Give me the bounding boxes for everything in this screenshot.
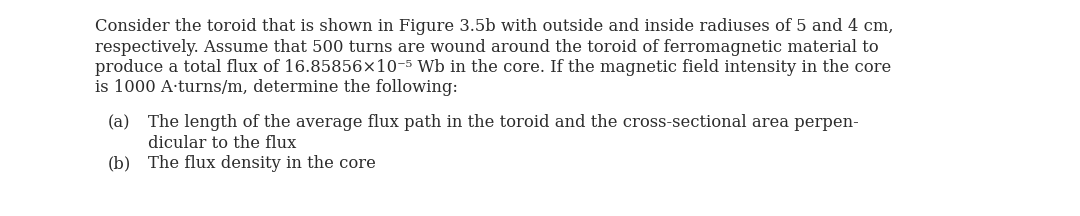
Text: respectively. Assume that 500 turns are wound around the toroid of ferromagnetic: respectively. Assume that 500 turns are … [95,38,879,56]
Text: (a): (a) [108,114,131,131]
Text: The flux density in the core: The flux density in the core [148,155,376,172]
Text: is 1000 A·turns/m, determine the following:: is 1000 A·turns/m, determine the followi… [95,79,458,97]
Text: produce a total flux of 16.85856×10⁻⁵ Wb in the core. If the magnetic field inte: produce a total flux of 16.85856×10⁻⁵ Wb… [95,59,891,76]
Text: (b): (b) [108,155,132,172]
Text: dicular to the flux: dicular to the flux [148,135,296,151]
Text: Consider the toroid that is shown in Figure 3.5b with outside and inside radiuse: Consider the toroid that is shown in Fig… [95,18,893,35]
Text: The length of the average flux path in the toroid and the cross-sectional area p: The length of the average flux path in t… [148,114,859,131]
